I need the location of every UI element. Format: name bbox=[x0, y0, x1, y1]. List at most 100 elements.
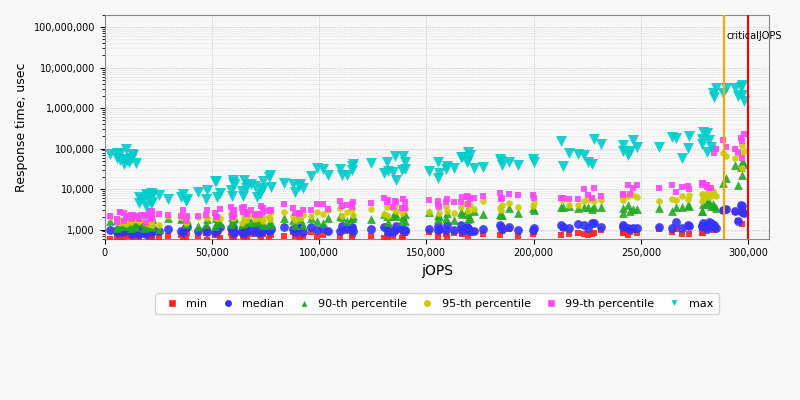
Point bbox=[133, 216, 146, 222]
Point bbox=[110, 219, 123, 226]
Point bbox=[496, 226, 509, 232]
Point bbox=[226, 231, 239, 237]
Point bbox=[476, 192, 489, 199]
Point bbox=[297, 212, 310, 218]
Point bbox=[494, 207, 507, 213]
Point bbox=[114, 226, 126, 232]
Point bbox=[241, 182, 254, 188]
Point bbox=[125, 230, 138, 237]
Point bbox=[682, 202, 694, 208]
Point bbox=[263, 208, 276, 215]
Point bbox=[736, 142, 749, 148]
Point bbox=[431, 174, 444, 181]
Point bbox=[143, 214, 156, 221]
Point bbox=[511, 233, 524, 240]
Point bbox=[557, 225, 570, 231]
Point bbox=[138, 212, 150, 218]
Point bbox=[253, 229, 266, 235]
Point bbox=[145, 224, 158, 231]
Point bbox=[676, 225, 689, 232]
Point bbox=[134, 228, 147, 234]
Point bbox=[676, 193, 689, 199]
Point bbox=[181, 212, 194, 219]
Point bbox=[571, 229, 584, 236]
Point bbox=[235, 230, 248, 236]
Point bbox=[263, 214, 276, 220]
Point bbox=[563, 202, 576, 209]
Point bbox=[447, 164, 460, 171]
Point bbox=[114, 219, 126, 226]
Point bbox=[153, 222, 166, 228]
Point bbox=[143, 208, 156, 215]
Point bbox=[110, 150, 123, 156]
Point bbox=[502, 200, 515, 206]
Point bbox=[738, 131, 750, 137]
Point bbox=[555, 221, 568, 228]
Point bbox=[555, 194, 568, 201]
Point bbox=[293, 183, 306, 190]
Point bbox=[386, 168, 399, 175]
Point bbox=[133, 230, 146, 237]
Point bbox=[731, 182, 744, 188]
Point bbox=[227, 182, 240, 188]
Point bbox=[398, 230, 411, 237]
Point bbox=[398, 210, 411, 217]
Point bbox=[120, 229, 133, 236]
Point bbox=[335, 172, 348, 178]
Point bbox=[200, 215, 213, 222]
Point bbox=[241, 228, 254, 234]
Point bbox=[719, 174, 732, 181]
Point bbox=[717, 137, 730, 143]
Point bbox=[127, 236, 140, 243]
Point bbox=[364, 200, 377, 206]
Point bbox=[670, 219, 682, 226]
Point bbox=[225, 225, 238, 231]
Point bbox=[431, 198, 444, 204]
Point bbox=[511, 162, 524, 168]
Point bbox=[734, 201, 747, 208]
Point bbox=[145, 189, 158, 196]
Point bbox=[138, 196, 150, 202]
Point bbox=[456, 231, 469, 238]
Point bbox=[278, 180, 290, 187]
Point bbox=[341, 209, 354, 215]
Point bbox=[322, 172, 335, 178]
Point bbox=[578, 198, 590, 205]
Point bbox=[364, 226, 377, 232]
Point bbox=[145, 225, 158, 232]
Point bbox=[214, 206, 227, 212]
Point bbox=[122, 159, 135, 165]
Point bbox=[630, 194, 643, 200]
Point bbox=[294, 214, 307, 221]
Point bbox=[557, 224, 570, 230]
Point bbox=[125, 214, 138, 220]
Point bbox=[249, 215, 262, 222]
Point bbox=[310, 234, 323, 241]
Point bbox=[237, 229, 250, 236]
Point bbox=[133, 215, 146, 222]
Point bbox=[177, 206, 190, 213]
Point bbox=[208, 229, 221, 236]
Point bbox=[468, 229, 481, 236]
Point bbox=[700, 190, 713, 196]
Point bbox=[666, 182, 678, 188]
Point bbox=[293, 210, 306, 217]
Point bbox=[696, 136, 709, 142]
Point bbox=[432, 226, 445, 232]
Point bbox=[181, 224, 194, 231]
Point bbox=[250, 217, 263, 223]
Point bbox=[257, 205, 270, 212]
Point bbox=[346, 162, 358, 169]
Point bbox=[125, 227, 138, 234]
Point bbox=[289, 189, 302, 196]
Point bbox=[528, 229, 541, 235]
Point bbox=[462, 202, 474, 208]
Point bbox=[133, 194, 146, 200]
Point bbox=[192, 213, 205, 219]
Point bbox=[528, 200, 541, 206]
Point bbox=[622, 182, 634, 188]
Point bbox=[345, 167, 358, 173]
Point bbox=[578, 152, 590, 158]
Point bbox=[696, 180, 709, 186]
Point bbox=[571, 150, 584, 157]
